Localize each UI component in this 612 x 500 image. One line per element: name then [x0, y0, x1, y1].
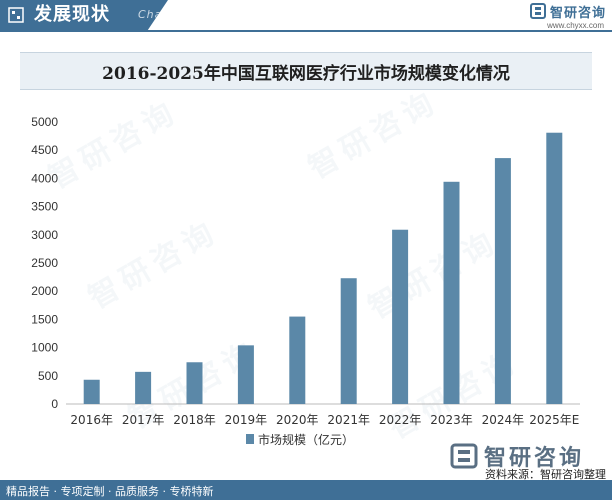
y-tick-label: 2000 — [31, 284, 58, 298]
y-tick-label: 500 — [38, 369, 58, 383]
section-tab: 发展现状 Chain — [0, 0, 168, 30]
x-tick-label: 2018年 — [173, 413, 216, 427]
y-tick-label: 0 — [51, 397, 58, 411]
x-tick-label: 2020年 — [276, 413, 319, 427]
chart-title-box: 2016-2025年中国互联网医疗行业市场规模变化情况 — [20, 52, 592, 90]
footer-brand-name: 智研咨询 — [483, 446, 584, 471]
brand: 智研咨询 — [529, 2, 606, 21]
bar — [443, 181, 460, 404]
bar — [135, 371, 152, 404]
y-tick-label: 3000 — [31, 228, 58, 242]
chart-title: 2016-2025年中国互联网医疗行业市场规模变化情况 — [102, 63, 510, 84]
bar — [494, 158, 511, 404]
footer-bar: 精品报告 · 专项定制 · 品质服务 · 专桥特新 — [0, 480, 612, 500]
x-tick-label: 2025年E — [529, 413, 579, 427]
section-title: 发展现状 — [34, 4, 110, 25]
grid-icon — [8, 7, 24, 23]
legend-label: 市场规模（亿元） — [258, 432, 354, 447]
site-url[interactable]: www.chyxx.com — [547, 21, 604, 30]
bar — [186, 362, 203, 404]
y-tick-label: 1500 — [31, 312, 58, 326]
header-bar: 发展现状 Chain 智研咨询 www.chyxx.com — [0, 0, 612, 30]
y-tick-label: 4500 — [31, 143, 58, 157]
bar — [340, 278, 357, 404]
legend-swatch — [246, 434, 254, 444]
y-tick-label: 1000 — [31, 341, 58, 355]
bar — [392, 229, 409, 404]
bar — [289, 316, 306, 404]
source-note: 资料来源：智研咨询整理 — [485, 468, 606, 481]
brand-logo-icon — [450, 443, 478, 469]
x-tick-label: 2024年 — [482, 413, 525, 427]
header-divider — [0, 30, 612, 32]
x-tick-label: 2021年 — [327, 413, 370, 427]
footer-tagline: 精品报告 · 专项定制 · 品质服务 · 专桥特新 — [6, 485, 214, 498]
x-tick-label: 2016年 — [70, 413, 113, 427]
y-tick-label: 4000 — [31, 171, 58, 185]
bar-chart: 0 500 1000 1500 2000 2500 3000 3500 4000 4500 5000… — [31, 115, 580, 447]
x-tick-label: 2017年 — [122, 413, 165, 427]
brand-logo-icon — [529, 3, 546, 19]
bar — [546, 132, 563, 404]
x-tick-label: 2022年 — [379, 413, 422, 427]
footer-brand: 智研咨询 — [450, 440, 584, 472]
bar — [237, 345, 254, 404]
y-tick-label: 2500 — [31, 256, 58, 270]
y-tick-label: 5000 — [31, 115, 58, 129]
x-tick-label: 2019年 — [225, 413, 268, 427]
bar — [83, 379, 100, 404]
y-tick-label: 3500 — [31, 200, 58, 214]
x-tick-label: 2023年 — [430, 413, 473, 427]
brand-name: 智研咨询 — [549, 5, 606, 21]
